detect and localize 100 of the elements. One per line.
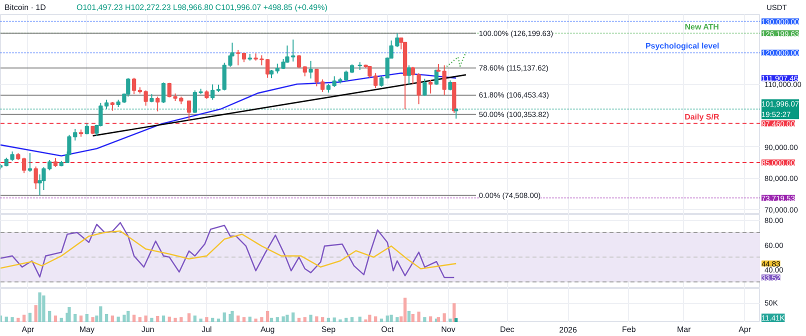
bar [266,310,270,322]
bar [442,313,446,322]
bar [22,314,26,322]
x-tick-label: Aug [260,325,275,334]
bar [199,318,202,322]
bar [374,316,378,322]
x-tick-label: Sep [321,325,336,334]
bar [380,318,384,322]
bar [282,316,285,322]
candlestick [314,68,319,87]
bar [116,316,120,322]
bar [332,317,336,322]
bar [326,318,330,322]
candlestick [428,80,433,94]
bar [350,317,354,322]
bar [242,317,246,322]
bar [368,314,372,322]
x-tick-label: Apr [22,325,35,334]
candlestick [406,64,412,86]
x-tick-label: Jun [141,325,154,334]
bar [110,316,114,322]
bar [448,318,452,322]
candlestick [308,60,313,79]
bar [91,317,94,322]
bar [270,318,274,322]
bar [309,314,312,322]
bar [411,314,414,322]
bar [162,316,166,322]
bar [417,312,420,322]
bar [38,292,42,322]
line-series [0,72,457,157]
bar [156,316,160,322]
candlestick [210,84,215,100]
candlestick [104,99,109,110]
bar [193,316,196,322]
bar [99,306,102,322]
bar [254,318,258,322]
bar [138,317,142,322]
line-series [0,222,455,278]
bar [126,310,130,322]
line-series [0,230,457,270]
x-tick-label: Jul [202,325,212,334]
candlestick [161,82,166,104]
bar [132,314,136,322]
bar [74,314,77,322]
bar [68,307,71,322]
bar [364,319,368,322]
bar [386,316,389,322]
bar [60,318,63,322]
candlestick [296,54,302,69]
bar [407,310,411,322]
annotation: New ATH [684,22,720,32]
bar [286,314,289,322]
candlestick [132,77,136,95]
candlestick [320,78,325,92]
x-tick-label: Mar [677,325,692,334]
bar [144,316,148,322]
x-tick-label: May [79,325,94,334]
candlestick [332,76,336,88]
candlestick [260,54,264,66]
candlestick [422,78,427,96]
bar [10,317,14,322]
chart-title: Bitcoin · 1D [4,3,46,12]
bar [303,317,306,322]
bar [236,316,240,322]
bar [396,317,399,322]
bar [34,305,38,322]
bar [390,314,393,322]
x-tick-label: 2026 [559,326,578,334]
bar [42,295,46,322]
candlestick [144,90,148,106]
bar [187,313,191,322]
bar [168,316,171,322]
bar [104,314,108,322]
bar [16,318,20,322]
candlestick [379,76,384,88]
bar [222,312,226,322]
annotation: Psychological level [645,42,720,51]
bar [174,318,177,322]
bar [54,316,58,322]
bar [248,316,252,322]
bar [260,317,264,322]
bar [429,316,432,322]
x-tick-label: Feb [622,325,636,334]
bar [403,298,407,322]
bar [338,319,342,322]
bar [79,316,83,322]
x-tick-label: Oct [381,325,394,334]
candlestick [291,39,296,62]
bar [423,317,426,322]
x-tick-label: Nov [441,325,456,334]
bar [180,317,183,322]
candlestick [266,58,270,78]
candlestick [448,80,452,91]
bar [28,312,32,322]
candlestick [442,64,446,96]
chart-subtitle: O101,497.23 H102,272.23 L98,966.80 C101,996.07 +498.85 (+0.49%) [76,3,328,12]
candlestick [28,152,32,172]
bar [4,316,8,322]
bar [344,318,348,322]
